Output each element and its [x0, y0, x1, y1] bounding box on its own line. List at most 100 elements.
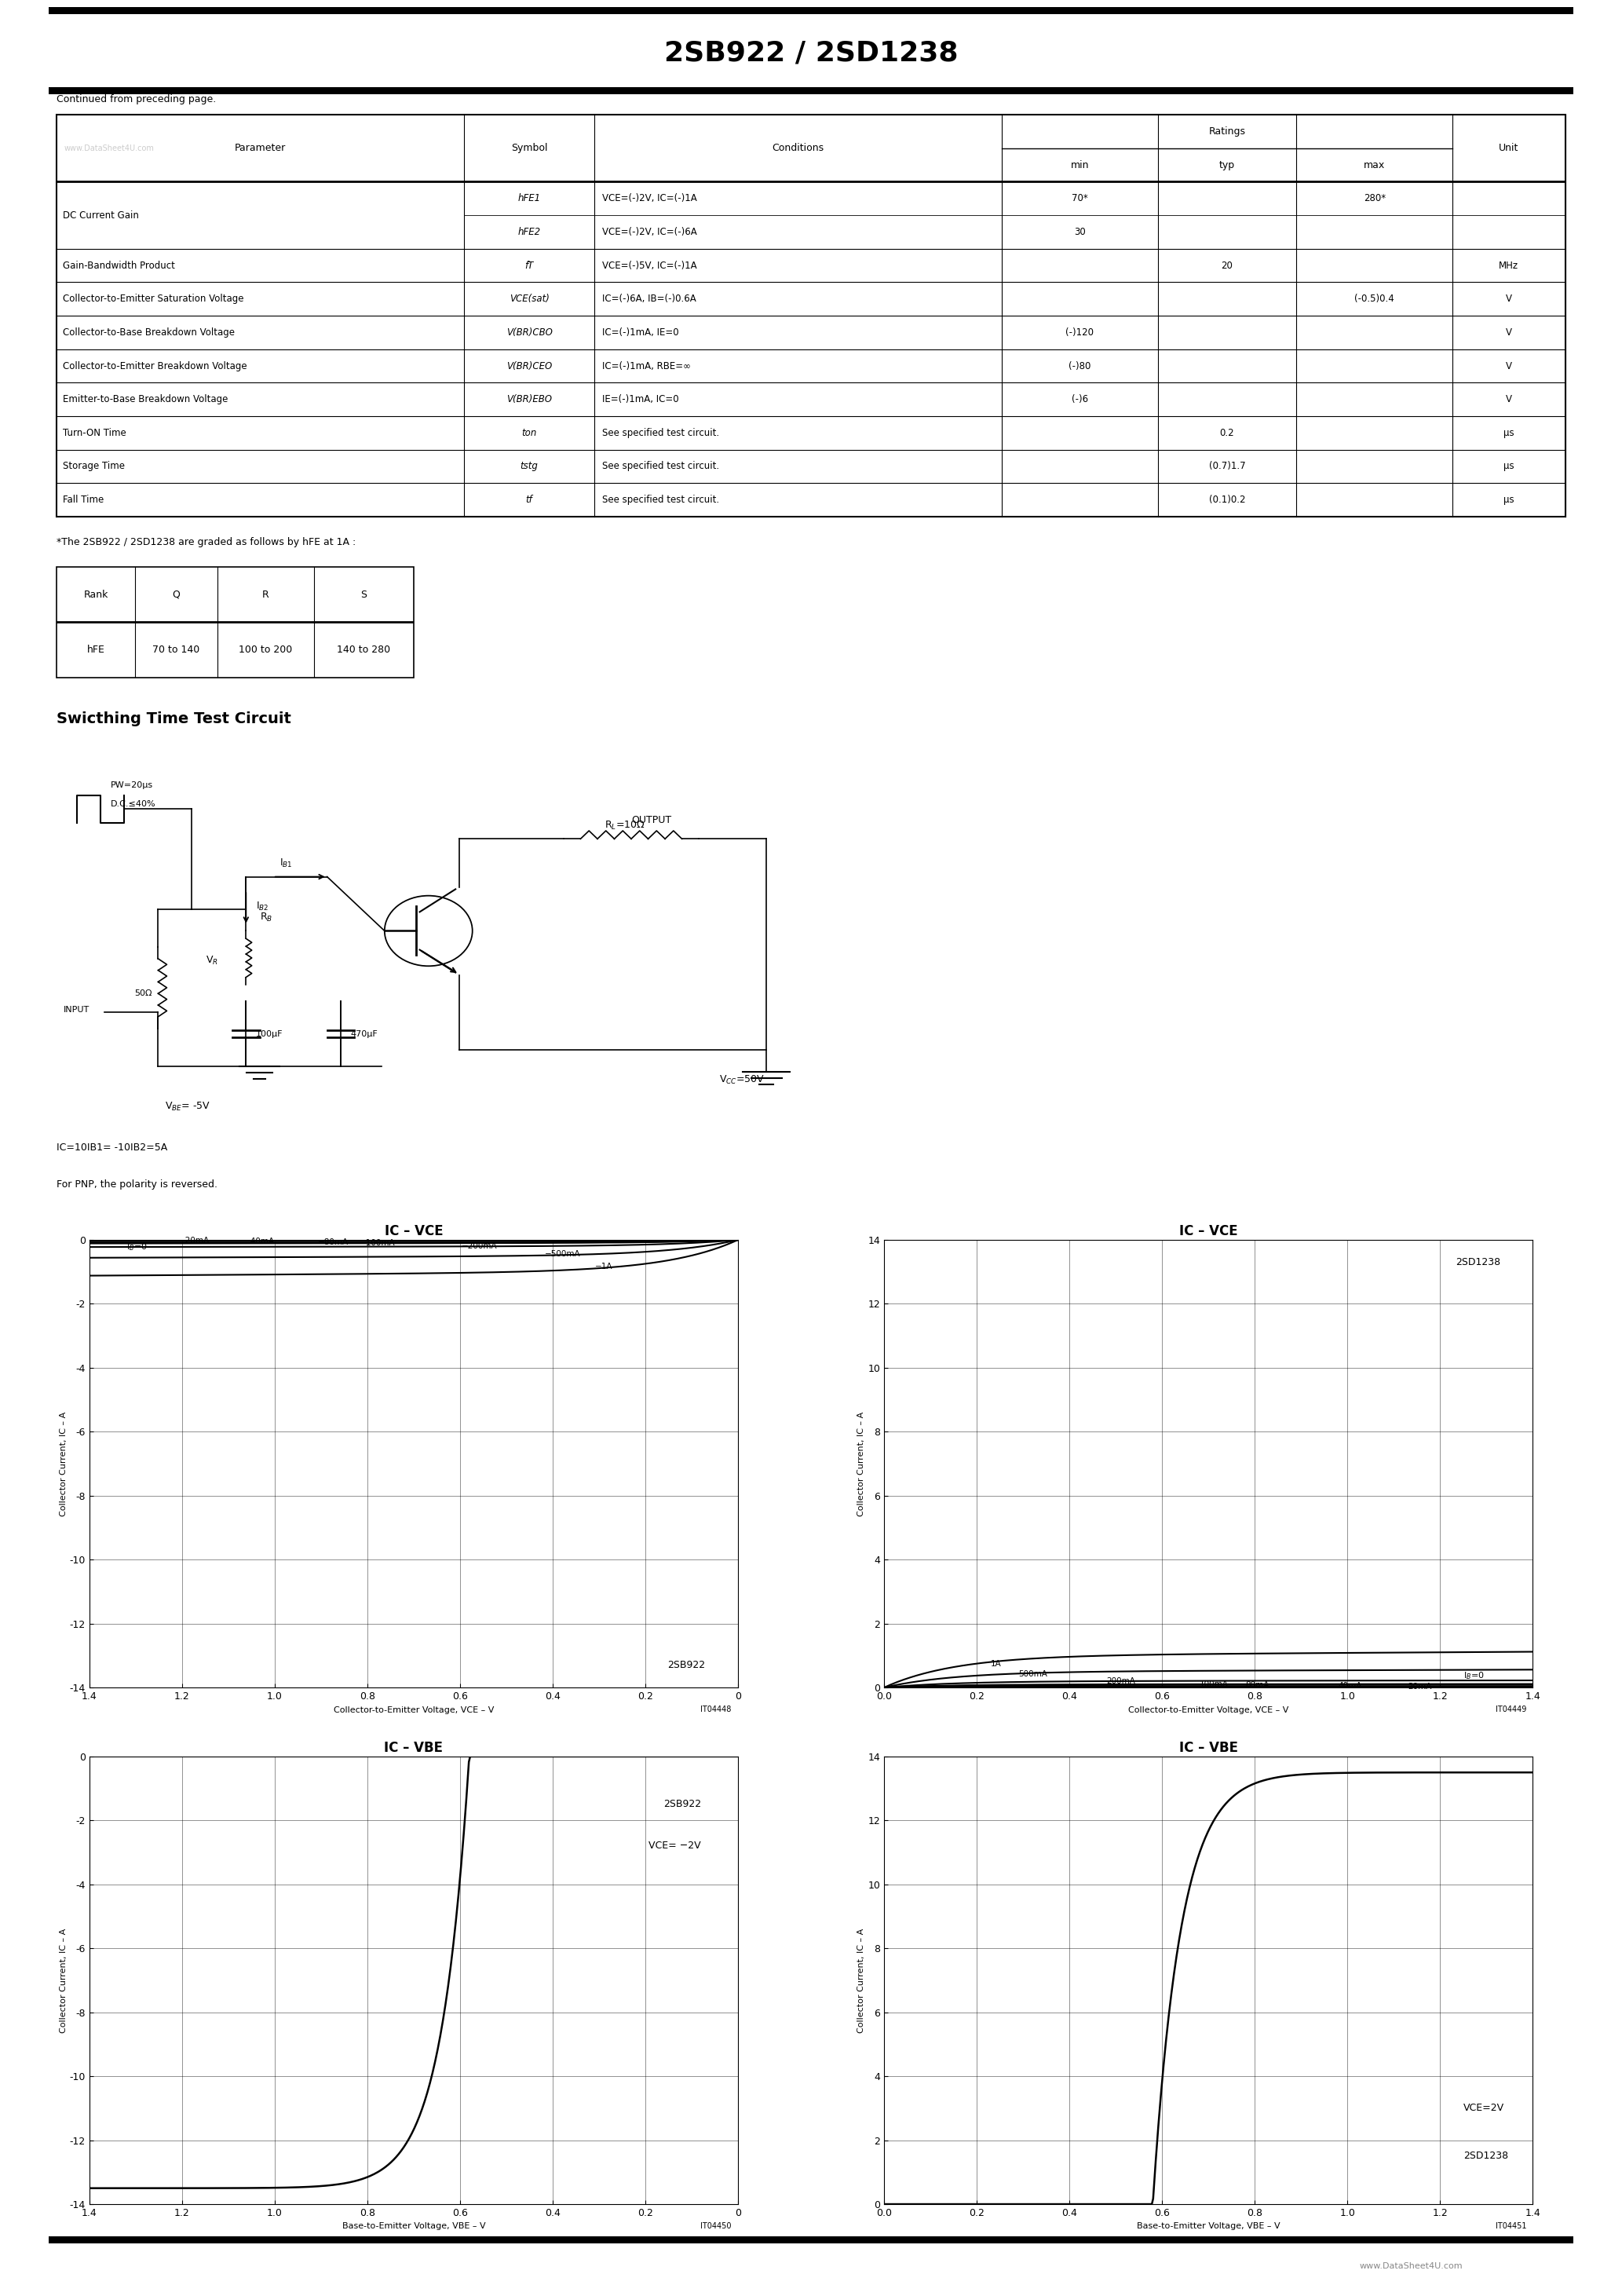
Text: hFE: hFE: [88, 645, 105, 654]
Text: Gain-Bandwidth Product: Gain-Bandwidth Product: [63, 259, 175, 271]
Text: (-)120: (-)120: [1066, 328, 1093, 338]
Text: Storage Time: Storage Time: [63, 461, 125, 471]
Text: VCE= −2V: VCE= −2V: [649, 1841, 701, 1851]
Text: IC=10IB1= -10IB2=5A: IC=10IB1= -10IB2=5A: [57, 1141, 167, 1153]
Text: OUTPUT: OUTPUT: [631, 815, 672, 824]
Text: V$_{CC}$=50V: V$_{CC}$=50V: [719, 1075, 764, 1086]
Text: V$_R$: V$_R$: [206, 955, 217, 967]
X-axis label: Collector-to-Emitter Voltage, VCE – V: Collector-to-Emitter Voltage, VCE – V: [1129, 1706, 1288, 1713]
Text: ton: ton: [522, 427, 537, 439]
Text: 0.2: 0.2: [1220, 427, 1234, 439]
Text: (-)6: (-)6: [1072, 395, 1088, 404]
Text: V(BR)CBO: V(BR)CBO: [506, 328, 553, 338]
Title: IC – VCE: IC – VCE: [384, 1224, 443, 1238]
Y-axis label: Collector Current, IC – A: Collector Current, IC – A: [60, 1929, 67, 2032]
Text: IT04448: IT04448: [701, 1706, 732, 1713]
Text: fT: fT: [526, 259, 534, 271]
Text: 500mA: 500mA: [1019, 1669, 1048, 1678]
Text: V: V: [1505, 360, 1512, 372]
Text: (-0.5)0.4: (-0.5)0.4: [1354, 294, 1395, 303]
Text: Turn-ON Time: Turn-ON Time: [63, 427, 127, 439]
Text: 100mA: 100mA: [1199, 1681, 1228, 1688]
Text: min: min: [1071, 161, 1088, 170]
Text: 100 to 200: 100 to 200: [238, 645, 292, 654]
Text: 470μF: 470μF: [350, 1031, 378, 1038]
Text: Collector-to-Base Breakdown Voltage: Collector-to-Base Breakdown Voltage: [63, 328, 235, 338]
Text: V(BR)EBO: V(BR)EBO: [506, 395, 551, 404]
Text: Ratings: Ratings: [1208, 126, 1246, 138]
Text: Parameter: Parameter: [235, 142, 285, 154]
Text: VCE=(-)5V, IC=(-)1A: VCE=(-)5V, IC=(-)1A: [602, 259, 696, 271]
Text: μs: μs: [1504, 427, 1515, 439]
Text: 140 to 280: 140 to 280: [337, 645, 391, 654]
Text: 2SD1238: 2SD1238: [1463, 2151, 1508, 2161]
Text: −1A: −1A: [595, 1263, 613, 1270]
Text: D.C.≤40%: D.C.≤40%: [110, 799, 156, 808]
Text: 1A: 1A: [991, 1660, 1001, 1667]
Text: −20mA: −20mA: [178, 1238, 209, 1244]
Text: I$_B$=0: I$_B$=0: [1463, 1669, 1484, 1681]
Text: 70 to 140: 70 to 140: [152, 645, 200, 654]
Text: V(BR)CEO: V(BR)CEO: [506, 360, 551, 372]
Text: For PNP, the polarity is reversed.: For PNP, the polarity is reversed.: [57, 1180, 217, 1189]
Text: V: V: [1505, 395, 1512, 404]
Text: Collector-to-Emitter Breakdown Voltage: Collector-to-Emitter Breakdown Voltage: [63, 360, 247, 372]
Text: μs: μs: [1504, 461, 1515, 471]
Text: 2SD1238: 2SD1238: [1455, 1258, 1500, 1267]
Text: 2SB922: 2SB922: [663, 1800, 701, 1809]
Text: 30: 30: [1074, 227, 1085, 236]
Text: −40mA: −40mA: [243, 1238, 274, 1244]
Text: PW=20μs: PW=20μs: [110, 781, 154, 790]
X-axis label: Base-to-Emitter Voltage, VBE – V: Base-to-Emitter Voltage, VBE – V: [1137, 2223, 1280, 2229]
Text: tstg: tstg: [521, 461, 539, 471]
Text: 40mA: 40mA: [1338, 1683, 1362, 1690]
Text: typ: typ: [1220, 161, 1234, 170]
Text: IT04450: IT04450: [701, 2223, 732, 2229]
Text: 20: 20: [1221, 259, 1233, 271]
Text: −100mA: −100mA: [358, 1240, 396, 1247]
Text: IT04449: IT04449: [1495, 1706, 1526, 1713]
Text: 2SB922 / 2SD1238: 2SB922 / 2SD1238: [663, 39, 959, 67]
Y-axis label: Collector Current, IC – A: Collector Current, IC – A: [60, 1412, 67, 1515]
Text: −80mA: −80mA: [318, 1238, 349, 1247]
Title: IC – VBE: IC – VBE: [1179, 1740, 1238, 1754]
Text: tf: tf: [526, 494, 532, 505]
Text: IC=(-)1mA, IE=0: IC=(-)1mA, IE=0: [602, 328, 678, 338]
Text: Q: Q: [172, 590, 180, 599]
Text: 100μF: 100μF: [256, 1031, 284, 1038]
Title: IC – VBE: IC – VBE: [384, 1740, 443, 1754]
Text: VCE=2V: VCE=2V: [1463, 2103, 1504, 2112]
Text: Emitter-to-Base Breakdown Voltage: Emitter-to-Base Breakdown Voltage: [63, 395, 229, 404]
Text: R$_L$=10Ω: R$_L$=10Ω: [605, 820, 644, 831]
Text: See specified test circuit.: See specified test circuit.: [602, 494, 719, 505]
Text: S: S: [360, 590, 367, 599]
Text: I$_{B1}$: I$_{B1}$: [281, 856, 294, 870]
Text: 2SB922: 2SB922: [668, 1660, 706, 1669]
X-axis label: Base-to-Emitter Voltage, VBE – V: Base-to-Emitter Voltage, VBE – V: [342, 2223, 485, 2229]
Text: Fall Time: Fall Time: [63, 494, 104, 505]
Text: max: max: [1364, 161, 1385, 170]
Text: VCE(sat): VCE(sat): [509, 294, 550, 303]
Text: 280*: 280*: [1364, 193, 1385, 204]
Text: R$_B$: R$_B$: [260, 912, 272, 923]
Text: 70*: 70*: [1072, 193, 1088, 204]
Text: Continued from preceding page.: Continued from preceding page.: [57, 94, 216, 106]
Text: 80mA: 80mA: [1246, 1681, 1270, 1690]
Text: 50Ω: 50Ω: [135, 990, 152, 996]
Y-axis label: Collector Current, IC – A: Collector Current, IC – A: [858, 1412, 866, 1515]
Text: Unit: Unit: [1499, 142, 1518, 154]
Text: See specified test circuit.: See specified test circuit.: [602, 461, 719, 471]
Text: VCE=(-)2V, IC=(-)6A: VCE=(-)2V, IC=(-)6A: [602, 227, 696, 236]
Text: (-)80: (-)80: [1069, 360, 1092, 372]
Text: V$_{BE}$= -5V: V$_{BE}$= -5V: [165, 1100, 211, 1114]
Text: IC=(-)6A, IB=(-)0.6A: IC=(-)6A, IB=(-)0.6A: [602, 294, 696, 303]
Text: DC Current Gain: DC Current Gain: [63, 211, 139, 220]
Text: R: R: [263, 590, 269, 599]
Text: See specified test circuit.: See specified test circuit.: [602, 427, 719, 439]
Y-axis label: Collector Current, IC – A: Collector Current, IC – A: [858, 1929, 866, 2032]
Text: −200mA: −200mA: [461, 1242, 496, 1251]
Text: Symbol: Symbol: [511, 142, 548, 154]
Text: hFE1: hFE1: [517, 193, 540, 204]
Text: μs: μs: [1504, 494, 1515, 505]
Text: INPUT: INPUT: [63, 1006, 89, 1013]
